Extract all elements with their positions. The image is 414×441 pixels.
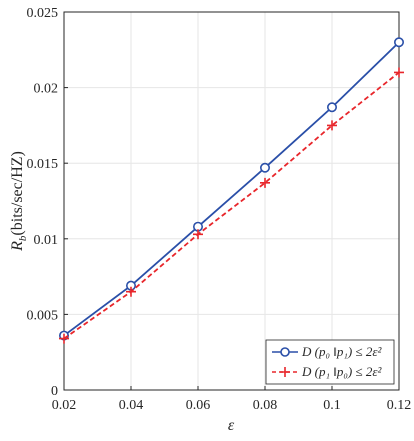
x-tick-label: 0.12	[387, 398, 412, 413]
y-axis-label-symbol: R	[9, 241, 26, 252]
x-tick-label: 0.06	[186, 398, 211, 413]
data-point-plus	[327, 120, 337, 131]
y-axis-label: Rb(bits/sec/HZ)	[9, 151, 29, 252]
data-point-circle	[393, 37, 404, 48]
data-point-plus	[394, 67, 404, 78]
series-line-1	[63, 41, 400, 337]
legend-marker-2	[280, 367, 290, 377]
ticks: 0.02 0.04 0.06 0.08 0.1 0.12 0 0.005 0.01 0.015 0.…	[27, 6, 412, 413]
data-point-plus	[59, 333, 69, 344]
y-tick-label: 0.025	[27, 6, 59, 21]
plot-area	[64, 12, 399, 390]
x-tick-label: 0.1	[323, 398, 341, 413]
series	[58, 37, 404, 344]
series-line-2	[63, 71, 400, 340]
legend-label-1: D (p₀ ‖p₁) ≤ 2ε²	[301, 344, 382, 359]
series-1	[58, 37, 404, 341]
x-tick-label: 0.08	[253, 398, 278, 413]
data-point-plus	[126, 286, 136, 297]
y-axis-label-subscript: b	[17, 235, 29, 241]
series-2	[59, 67, 404, 344]
x-tick-label: 0.02	[52, 398, 77, 413]
data-point-plus	[260, 177, 270, 188]
data-point-circle	[259, 162, 270, 173]
data-point-circle	[326, 102, 337, 113]
legend: D (p₀ ‖p₁) ≤ 2ε² D (p₁ ‖p₀) ≤ 2ε²	[265, 339, 395, 385]
y-tick-label: 0.01	[34, 233, 59, 248]
y-tick-label: 0.02	[34, 82, 59, 97]
y-axis-label-unit: (bits/sec/HZ)	[9, 151, 26, 235]
legend-marker-1	[280, 347, 290, 357]
y-tick-label: 0.005	[27, 308, 59, 323]
axes-box	[63, 11, 400, 391]
y-tick-label: 0	[51, 384, 58, 399]
legend-label-2: D (p₁ ‖p₀) ≤ 2ε²	[301, 364, 382, 379]
x-tick-label: 0.04	[119, 398, 144, 413]
legend-box	[265, 339, 395, 385]
x-axis-label: ε	[228, 417, 235, 434]
data-point-plus	[193, 229, 203, 240]
y-tick-label: 0.015	[27, 157, 59, 172]
